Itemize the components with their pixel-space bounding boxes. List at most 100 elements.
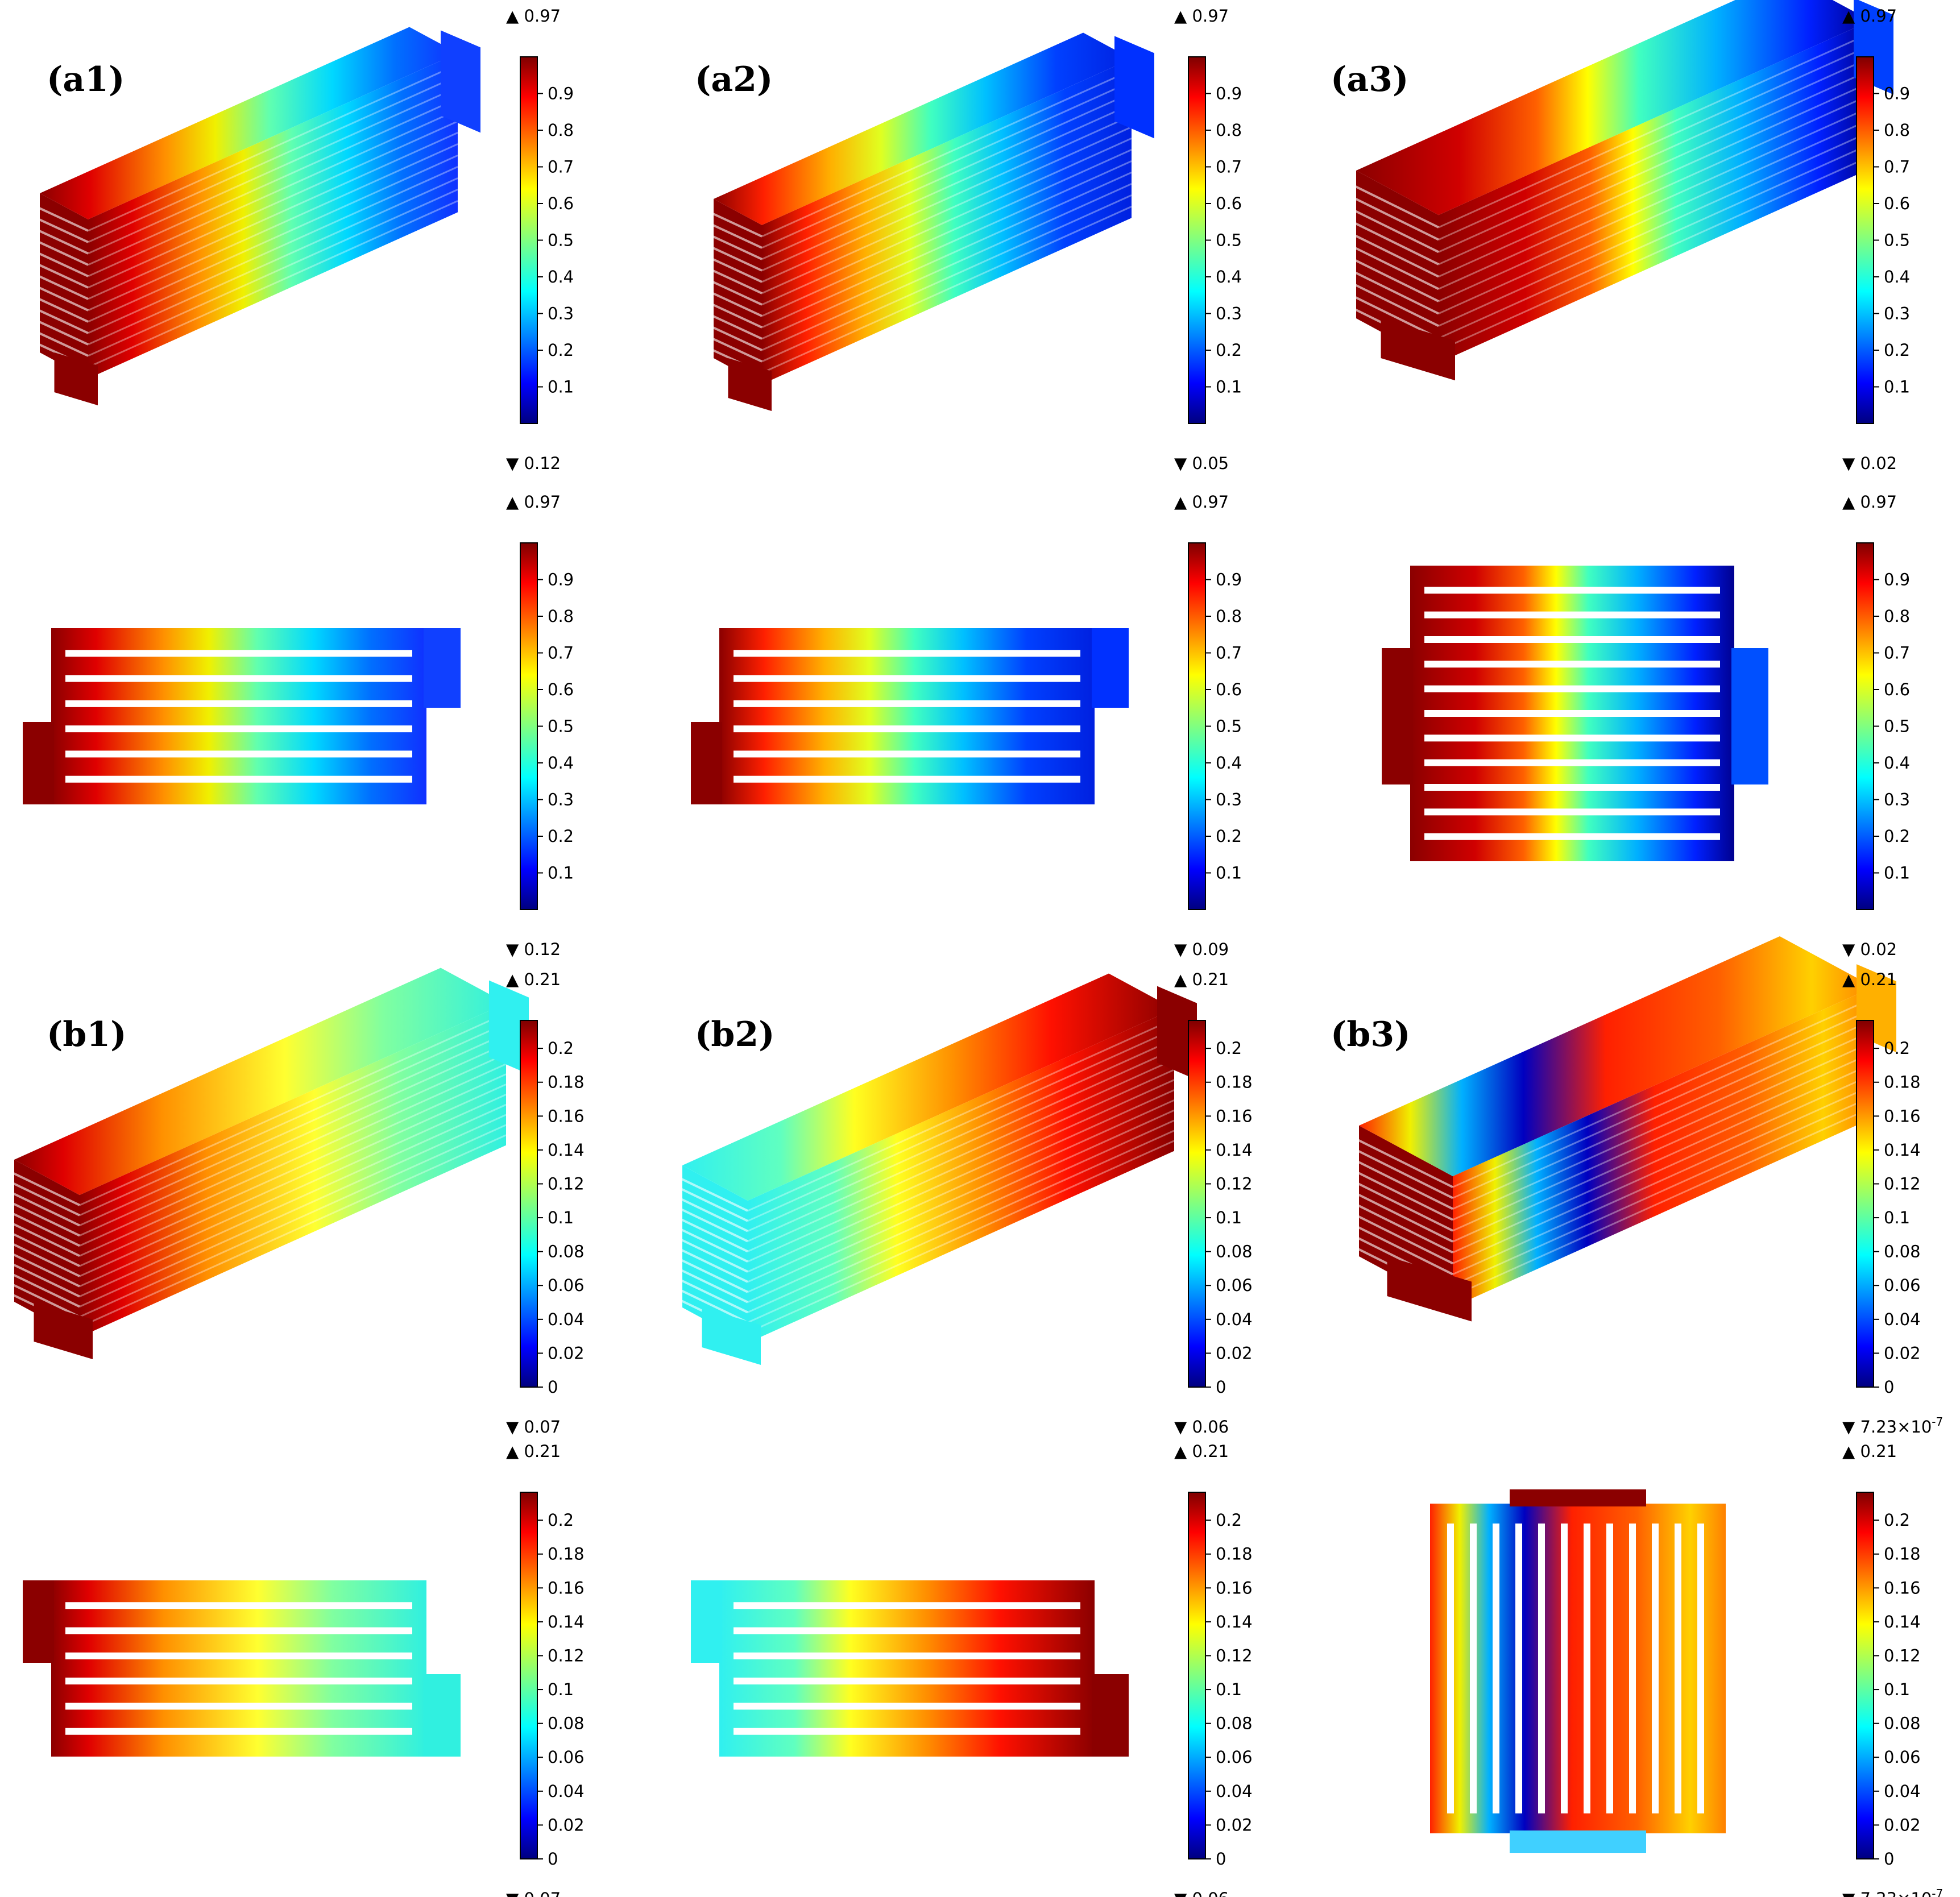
colorbar-min-label: ▼ 0.12 [506, 940, 561, 959]
colorbar-tick-label: 0.4 [1884, 267, 1910, 287]
colorbar-tick-label: 0 [1884, 1377, 1894, 1397]
colorbar-tick-label: 0.8 [1216, 607, 1242, 626]
colorbar-tick-label: 0.1 [1216, 1680, 1242, 1699]
colorbar-tick-label: 0.6 [1216, 680, 1242, 699]
colorbar-tick-label: 0.06 [548, 1747, 585, 1767]
colorbar-tick-label: 0.4 [548, 753, 574, 773]
colorbar-tick-label: 0.04 [1884, 1782, 1921, 1801]
colorbar-tick-label: 0.9 [1884, 570, 1910, 590]
colorbar-tick-label: 0.08 [1884, 1242, 1921, 1261]
colorbar-max-label: ▲ 0.97 [506, 492, 561, 512]
colorbar-cb-b1-2d: ▲ 0.21 ▼ 0.07 0.2 0.18 0.16 0.14 0.12 0.1 0.08 0.… [506, 1442, 585, 1897]
panel-label-b2: (b2) [695, 1015, 774, 1055]
colorbar-tick-label: 0.02 [548, 1815, 585, 1834]
colorbar-tick-label: 0.5 [1216, 231, 1242, 250]
colorbar-tick-label: 0.08 [1216, 1242, 1253, 1261]
colorbar-tick-label: 0.3 [1216, 790, 1242, 810]
render-3d-b1 [6, 968, 529, 1360]
colorbar-tick-label: 0.7 [548, 644, 574, 663]
colorbar-max-label: ▲ 0.21 [1174, 1442, 1229, 1461]
colorbar-tick-label: 0.9 [548, 570, 574, 590]
colorbar-tick-label: 0.8 [1884, 121, 1910, 140]
panel-label-a3: (a3) [1331, 60, 1408, 99]
colorbar-tick-label: 0.4 [1884, 753, 1910, 773]
colorbar-tick-label: 0.18 [1216, 1073, 1253, 1092]
colorbar-tick-label: 0.16 [1884, 1106, 1921, 1126]
colorbar-tick-label: 0.14 [1884, 1612, 1921, 1632]
colorbar-tick-label: 0.5 [548, 717, 574, 736]
colorbar-tick-label: 0.02 [1216, 1815, 1253, 1834]
colorbar-min-label: ▼ 0.07 [506, 1889, 561, 1897]
colorbar-tick-label: 0.16 [548, 1578, 585, 1597]
colorbar-gradient [1856, 1492, 1874, 1859]
colorbar-tick-label: 0.6 [1884, 680, 1910, 699]
colorbar-gradient [1188, 1020, 1206, 1388]
colorbar-tick-label: 0.2 [1216, 1510, 1242, 1530]
colorbar-tick-label: 0.18 [1216, 1545, 1253, 1564]
colorbar-max-label: ▲ 0.21 [1842, 1442, 1897, 1461]
colorbar-tick-label: 0.06 [1216, 1276, 1253, 1295]
colorbar-tick-label: 0.02 [1884, 1815, 1921, 1834]
colorbar-max-label: ▲ 0.21 [506, 1442, 561, 1461]
colorbar-tick-label: 0.7 [548, 157, 574, 177]
colorbar-tick-label: 0.18 [1884, 1545, 1921, 1564]
colorbar-tick-label: 0.1 [1884, 864, 1910, 883]
colorbar-max-label: ▲ 0.21 [1842, 970, 1897, 989]
panel-label-a1: (a1) [47, 60, 125, 99]
render-2d-a3 [1382, 566, 1768, 861]
colorbar-tick-label: 0.8 [548, 607, 574, 626]
colorbar-tick-label: 0.18 [1884, 1073, 1921, 1092]
colorbar-cb-b3-3d: ▲ 0.21 ▼ 7.23×10-7 0.2 0.18 0.16 0.14 0.12 0.1 0… [1842, 970, 1943, 1437]
colorbar-cb-b3-2d: ▲ 0.21 ▼ 7.23×10-7 0.2 0.18 0.16 0.14 0.12 0.1 0… [1842, 1442, 1943, 1897]
colorbar-tick-label: 0.2 [1216, 341, 1242, 360]
colorbar-tick-label: 0.16 [1216, 1578, 1253, 1597]
colorbar-tick-label: 0.04 [548, 1310, 585, 1329]
colorbar-tick-label: 0.6 [548, 680, 574, 699]
colorbar-tick-label: 0.16 [1216, 1106, 1253, 1126]
colorbar-tick-label: 0.04 [1884, 1310, 1921, 1329]
render-2d-b2 [691, 1580, 1129, 1757]
colorbar-tick-label: 0.2 [1884, 1510, 1910, 1530]
colorbar-min-label: ▼ 0.12 [506, 454, 561, 473]
colorbar-tick-label: 0.2 [548, 827, 574, 846]
colorbar-tick-label: 0.7 [1216, 644, 1242, 663]
colorbar-tick-label: 0.3 [548, 790, 574, 810]
colorbar-min-label: ▼ 0.06 [1174, 1417, 1229, 1437]
render-3d-b2 [674, 973, 1197, 1365]
colorbar-tick-label: 0.1 [1216, 377, 1242, 397]
colorbar-tick-label: 0.8 [548, 121, 574, 140]
colorbar-tick-label: 0.14 [1216, 1612, 1253, 1632]
colorbar-tick-label: 0.4 [1216, 267, 1242, 287]
colorbar-tick-label: 0.12 [1884, 1174, 1921, 1193]
colorbar-tick-label: 0.18 [548, 1073, 585, 1092]
colorbar-tick-label: 0.9 [1216, 570, 1242, 590]
colorbar-cb-a2-3d: ▲ 0.97 ▼ 0.05 0.9 0.8 0.7 0.6 0.5 0.4 0.3 0.2 0.1 [1174, 6, 1242, 473]
colorbar-min-label: ▼ 0.05 [1174, 454, 1229, 473]
colorbar-min-label: ▼ 0.02 [1842, 454, 1897, 473]
colorbar-tick-label: 0.2 [1884, 827, 1910, 846]
colorbar-tick-label: 0.14 [548, 1140, 585, 1160]
colorbar-tick-label: 0.1 [548, 1208, 574, 1227]
colorbar-tick-label: 0.3 [1884, 304, 1910, 323]
colorbar-tick-label: 0.2 [1884, 1039, 1910, 1058]
colorbar-tick-label: 0.4 [1216, 753, 1242, 773]
colorbar-tick-label: 0.1 [1884, 1208, 1910, 1227]
colorbar-cb-b1-3d: ▲ 0.21 ▼ 0.07 0.2 0.18 0.16 0.14 0.12 0.1 0.08 0.… [506, 970, 585, 1437]
colorbar-tick-label: 0.06 [1884, 1276, 1921, 1295]
colorbar-tick-label: 0.12 [1216, 1646, 1253, 1665]
colorbar-tick-label: 0.1 [548, 864, 574, 883]
render-2d-b1 [23, 1580, 461, 1757]
colorbar-gradient [1188, 56, 1206, 424]
colorbar-tick-label: 0.8 [1884, 607, 1910, 626]
colorbar-tick-label: 0.04 [1216, 1310, 1253, 1329]
colorbar-max-label: ▲ 0.21 [1174, 970, 1229, 989]
colorbar-tick-label: 0.2 [1216, 1039, 1242, 1058]
colorbar-max-label: ▲ 0.97 [1174, 492, 1229, 512]
colorbar-tick-label: 0.2 [548, 1039, 574, 1058]
colorbar-cb-b2-2d: ▲ 0.21 ▼ 0.06 0.2 0.18 0.16 0.14 0.12 0.1 0.08 0.… [1174, 1442, 1253, 1897]
colorbar-tick-label: 0.8 [1216, 121, 1242, 140]
colorbar-tick-label: 0 [548, 1849, 558, 1869]
colorbar-tick-label: 0.3 [548, 304, 574, 323]
render-3d-a1 [31, 27, 480, 405]
